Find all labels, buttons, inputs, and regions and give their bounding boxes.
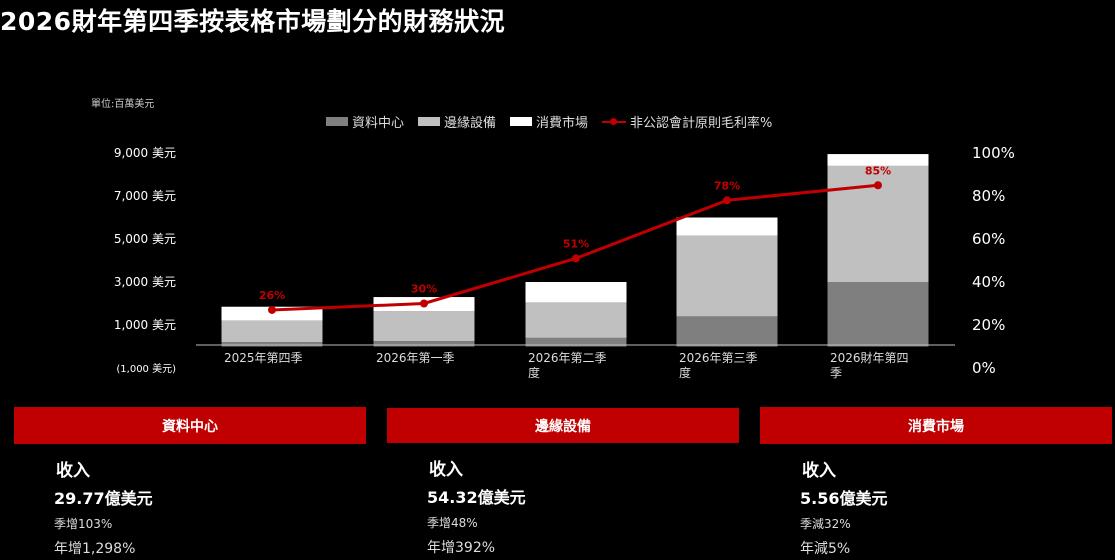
legend-item-consumer: 消費市場: [510, 112, 588, 131]
x-tick-label: 度: [528, 365, 540, 380]
legend-label-consumer: 消費市場: [536, 116, 589, 131]
y-left-tick-label: 9,000 美元: [114, 146, 176, 160]
x-tick-label: 2025年第四季: [224, 351, 303, 365]
legend-item-margin: 非公認會計原則毛利率%: [602, 112, 772, 131]
legend-swatch-edge: [418, 117, 441, 126]
bar-segment-consumer: [525, 282, 627, 303]
x-tick-label: 季: [830, 366, 842, 380]
y-right-tick-label: 40%: [972, 273, 1005, 291]
legend-line-margin: [602, 116, 627, 128]
card-qoq: 季減32%: [800, 517, 851, 531]
card-revenue-value: 54.32億美元: [427, 488, 526, 507]
card-title-edge: 邊緣設備: [387, 408, 739, 443]
x-tick-label: 2026年第三季: [679, 351, 758, 365]
bar-segment-consumer: [827, 154, 929, 166]
bar-segment-edge: [373, 311, 475, 342]
y-left-tick-label: 7,000 美元: [114, 189, 176, 203]
card-revenue-label: 收入: [802, 461, 836, 481]
bar-segment-edge: [221, 320, 323, 343]
legend-item-edge: 邊緣設備: [418, 112, 496, 131]
card-revenue-label: 收入: [429, 460, 463, 480]
bar-segment-data-center: [525, 337, 627, 347]
margin-point: [723, 196, 731, 205]
legend-label-edge: 邊緣設備: [444, 116, 497, 131]
legend-item-data-center: 資料中心: [326, 112, 404, 131]
bar-segment-edge: [676, 235, 778, 317]
card-edge: 邊緣設備 收入 54.32億美元 季增48% 年增392%: [387, 408, 739, 557]
card-qoq: 季增103%: [54, 517, 113, 531]
bar-segment-data-center: [373, 341, 475, 347]
card-yoy: 年增392%: [427, 540, 496, 556]
card-consumer: 消費市場 收入 5.56億美元 季減32% 年減5%: [760, 407, 1112, 558]
card-yoy: 年增1,298%: [54, 541, 136, 557]
card-yoy: 年減5%: [800, 541, 851, 557]
stacked-bar-chart: 9,000 美元 7,000 美元 5,000 美元 3,000 美元 1,000 美元…: [114, 144, 1015, 380]
margin-point: [572, 254, 580, 263]
x-tick-label: 2026年第二季: [528, 351, 607, 365]
bar-segment-edge: [525, 302, 627, 338]
y-left-tick-label: 1,000 美元: [114, 318, 176, 332]
card-revenue-label: 收入: [56, 461, 90, 481]
y-left-tick-label: 3,000 美元: [114, 275, 176, 289]
bar-segment-data-center: [827, 282, 929, 347]
unit-label: 單位:百萬美元: [91, 99, 155, 110]
page-title: 2026財年第四季按表格市場劃分的財務狀況: [0, 7, 506, 36]
margin-data-label: 85%: [865, 164, 891, 177]
x-tick-label: 度: [679, 365, 691, 380]
x-tick-label: 2026年第一季: [376, 351, 455, 365]
y-left-tick-label: (1,000 美元): [116, 362, 176, 375]
legend-swatch-data-center: [326, 117, 348, 126]
margin-point: [420, 299, 428, 308]
y-right-tick-label: 80%: [972, 187, 1005, 205]
y-right-tick-label: 0%: [972, 359, 996, 377]
bar-segment-data-center: [676, 316, 778, 347]
y-right-tick-label: 60%: [972, 230, 1005, 248]
margin-point: [874, 181, 882, 190]
margin-data-label: 78%: [714, 179, 740, 192]
card-title-data-center: 資料中心: [14, 407, 366, 444]
y-left-tick-label: 5,000 美元: [114, 232, 176, 246]
margin-data-label: 30%: [411, 283, 437, 296]
bar-segment-data-center: [221, 342, 323, 347]
legend-swatch-consumer: [510, 117, 533, 126]
card-title-consumer: 消費市場: [760, 407, 1112, 444]
margin-point: [268, 305, 276, 314]
margin-data-label: 51%: [563, 237, 589, 250]
card-data-center: 資料中心 收入 29.77億美元 季增103% 年增1,298%: [14, 407, 366, 558]
margin-data-label: 26%: [259, 289, 285, 302]
y-right-tick-label: 20%: [972, 316, 1005, 334]
x-tick-label: 2026財年第四: [830, 350, 909, 365]
legend-label-margin: 非公認會計原則毛利率%: [630, 116, 773, 131]
bar-segment-consumer: [676, 217, 778, 236]
card-qoq: 季增48%: [427, 516, 478, 530]
card-revenue-value: 5.56億美元: [800, 489, 888, 508]
chart-legend: 資料中心 邊緣設備 消費市場 非公認會計原則毛利率%: [326, 112, 786, 131]
legend-label-data-center: 資料中心: [352, 116, 405, 131]
y-right-tick-label: 100%: [972, 144, 1015, 162]
card-revenue-value: 29.77億美元: [54, 489, 153, 508]
